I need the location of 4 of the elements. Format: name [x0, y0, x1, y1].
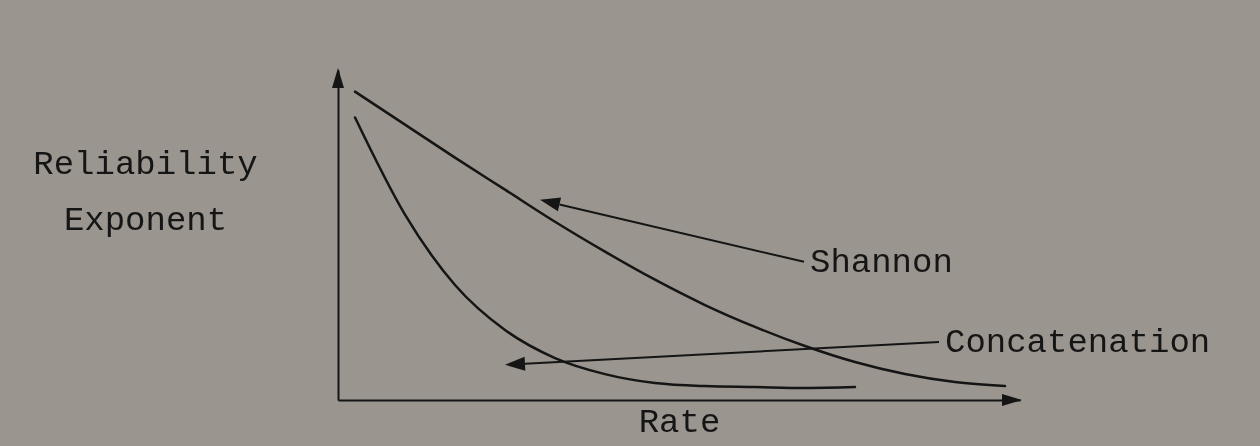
x-axis-title: Rate — [638, 403, 721, 442]
text: Concatenation — [945, 324, 1211, 363]
y-axis-title: Reliability Exponent — [33, 145, 258, 240]
series-label: Shannon — [810, 243, 953, 282]
